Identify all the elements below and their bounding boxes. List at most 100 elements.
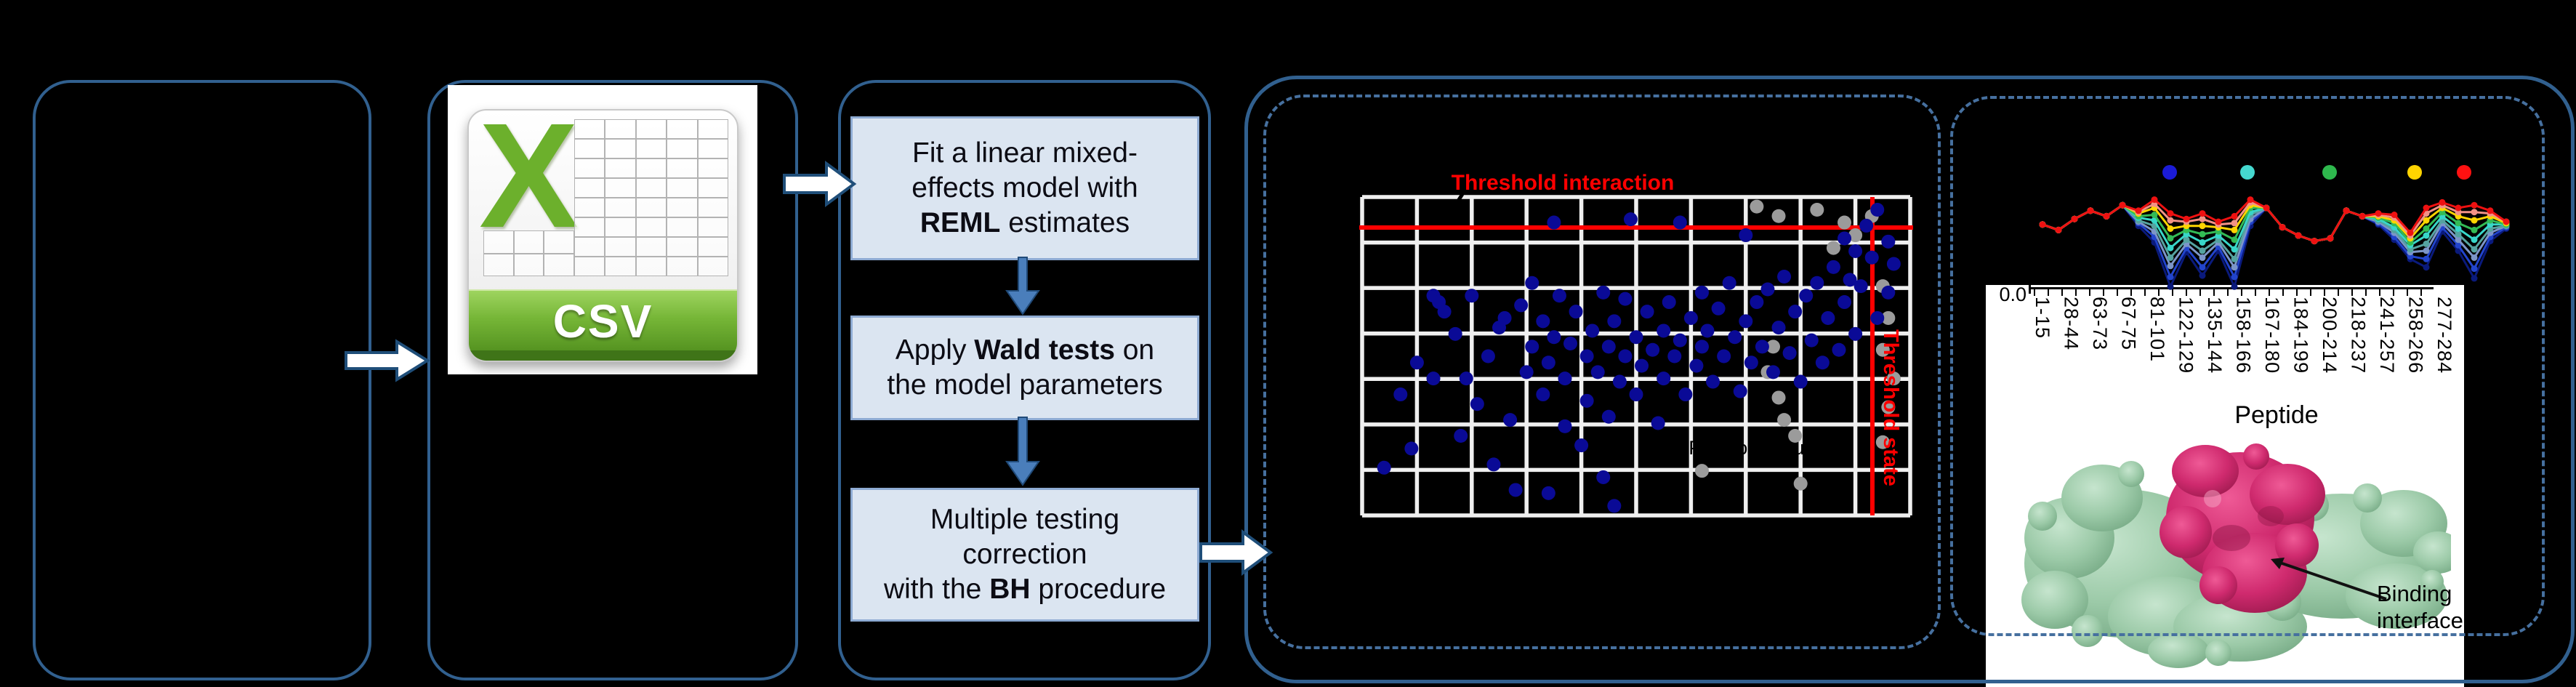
binding-interface-label: Binding interface [2377,580,2463,634]
spreadsheet-cell [635,119,667,139]
x-axis-tick [2103,289,2104,296]
x-axis-tick [2089,289,2090,296]
x-axis-tick [2255,289,2256,296]
flow-step-text-line: REML estimates [919,207,1130,238]
binding-label-line2: interface [2377,608,2463,633]
spreadsheet-cell [635,257,667,276]
protein-structure-image [2021,443,2451,668]
csv-banner-shadow [469,350,737,361]
spreadsheet-cell [544,230,574,254]
spreadsheet-cell [574,119,605,139]
y-axis-tick-label: 0.0 [1999,285,2026,305]
spreadsheet-cell [635,217,667,237]
spreadsheet-cell [667,119,698,139]
right-arrow-icon [1199,529,1273,576]
x-axis-tick [2282,289,2284,296]
peptide-tick-label: 258-266 [2404,297,2427,374]
flow-step-text-line: correction [962,539,1087,570]
peptide-tick-label: 218-237 [2347,297,2370,374]
peptide-tick-label: 67-75 [2117,297,2140,351]
peptide-tick-label: 28-44 [2060,297,2082,351]
spreadsheet-cell [667,198,698,217]
spreadsheet-cell [483,253,514,276]
spreadsheet-cell [635,237,667,257]
x-axis-tick [2172,289,2173,296]
csv-file-icon: X CSV [467,109,738,362]
spreadsheet-grid-icon-small [483,230,574,276]
spreadsheet-cell [667,178,698,198]
spreadsheet-cell [483,230,514,254]
peptide-tick-label: 135-144 [2204,297,2226,374]
deuterium-uptake-chart [2039,165,2510,290]
x-axis-tick [2338,289,2339,296]
x-axis-tick [2241,289,2242,296]
panel-stage-1 [33,80,371,680]
down-arrow-icon [1005,257,1040,316]
csv-banner: CSV [469,289,737,352]
spreadsheet-cell [697,198,728,217]
x-axis-tick [2296,289,2298,296]
x-axis-tick [2048,289,2049,296]
spreadsheet-cell [605,237,636,257]
spreadsheet-cell [667,139,698,158]
x-axis-tick [2227,289,2229,296]
x-axis-tick [2075,289,2077,296]
uptake-figure-image: 0.0 1-15 28-44 63-73 67-75 81-101 122-129 135-… [1986,285,2464,687]
x-axis-tick [2158,289,2160,296]
x-axis-tick [2310,289,2311,296]
threshold-scatter-plot: Positional clusters Threshold interaction… [1359,171,1913,518]
x-axis-tick [2407,289,2408,296]
flow-step-text-line: Apply Wald tests on [895,334,1155,366]
spreadsheet-cell [605,198,636,217]
flow-step-multiple-testing: Multiple testing correction with the BH pr… [850,488,1199,622]
x-axis-tick [2351,289,2353,296]
x-axis-tick [2393,289,2394,296]
flow-step-text-line: with the BH procedure [883,574,1167,605]
spreadsheet-cell [697,178,728,198]
binding-interface-arrow-icon [2271,558,2387,600]
legend-dot-icon [2407,165,2422,180]
x-axis-tick [2117,289,2118,296]
spreadsheet-cell [574,198,605,217]
spreadsheet-grid-icon [574,119,728,276]
spreadsheet-cell [635,198,667,217]
svg-text:Threshold interaction: Threshold interaction [1452,171,1675,195]
legend-dot-icon [2240,165,2255,180]
threshold-state-label: Threshold state [1879,329,1902,486]
x-axis-tick [2130,289,2132,296]
spreadsheet-cell [697,119,728,139]
x-axis-tick [2365,289,2367,296]
x-axis-tick [2199,289,2201,296]
spreadsheet-cell [574,237,605,257]
spreadsheet-cell [544,253,574,276]
x-axis-tick [2213,289,2215,296]
peptide-tick-label: 81-101 [2146,297,2168,363]
spreadsheet-cell [667,257,698,276]
peptide-tick-label: 241-257 [2376,297,2398,374]
flow-step-fit-model: Fit a linear mixed-effects model with REM… [850,116,1199,260]
spreadsheet-cell [667,237,698,257]
spreadsheet-cell [605,217,636,237]
panel-stage-3-statistics [838,80,1211,680]
flow-step-text-line: Fit a linear mixed- [912,137,1138,169]
spreadsheet-cell [513,253,544,276]
spreadsheet-cell [605,119,636,139]
csv-image-background: X CSV [448,85,757,374]
spreadsheet-cell [605,139,636,158]
spreadsheet-cell [513,230,544,254]
flow-step-wald-tests: Apply Wald tests on the model parameters [850,316,1199,420]
flow-step-text-line: Multiple testing [930,504,1120,535]
spreadsheet-cell [574,139,605,158]
csv-banner-label: CSV [552,295,653,347]
x-axis-tick [2034,289,2035,296]
peptide-tick-label: 158-166 [2232,297,2255,374]
y-axis-line [2029,285,2031,294]
spreadsheet-cell [574,158,605,178]
spreadsheet-cell [574,257,605,276]
right-arrow-icon [783,161,857,207]
spreadsheet-cell [697,237,728,257]
spreadsheet-cell [635,158,667,178]
spreadsheet-cell [605,158,636,178]
spreadsheet-cell [667,217,698,237]
spreadsheet-cell [605,257,636,276]
